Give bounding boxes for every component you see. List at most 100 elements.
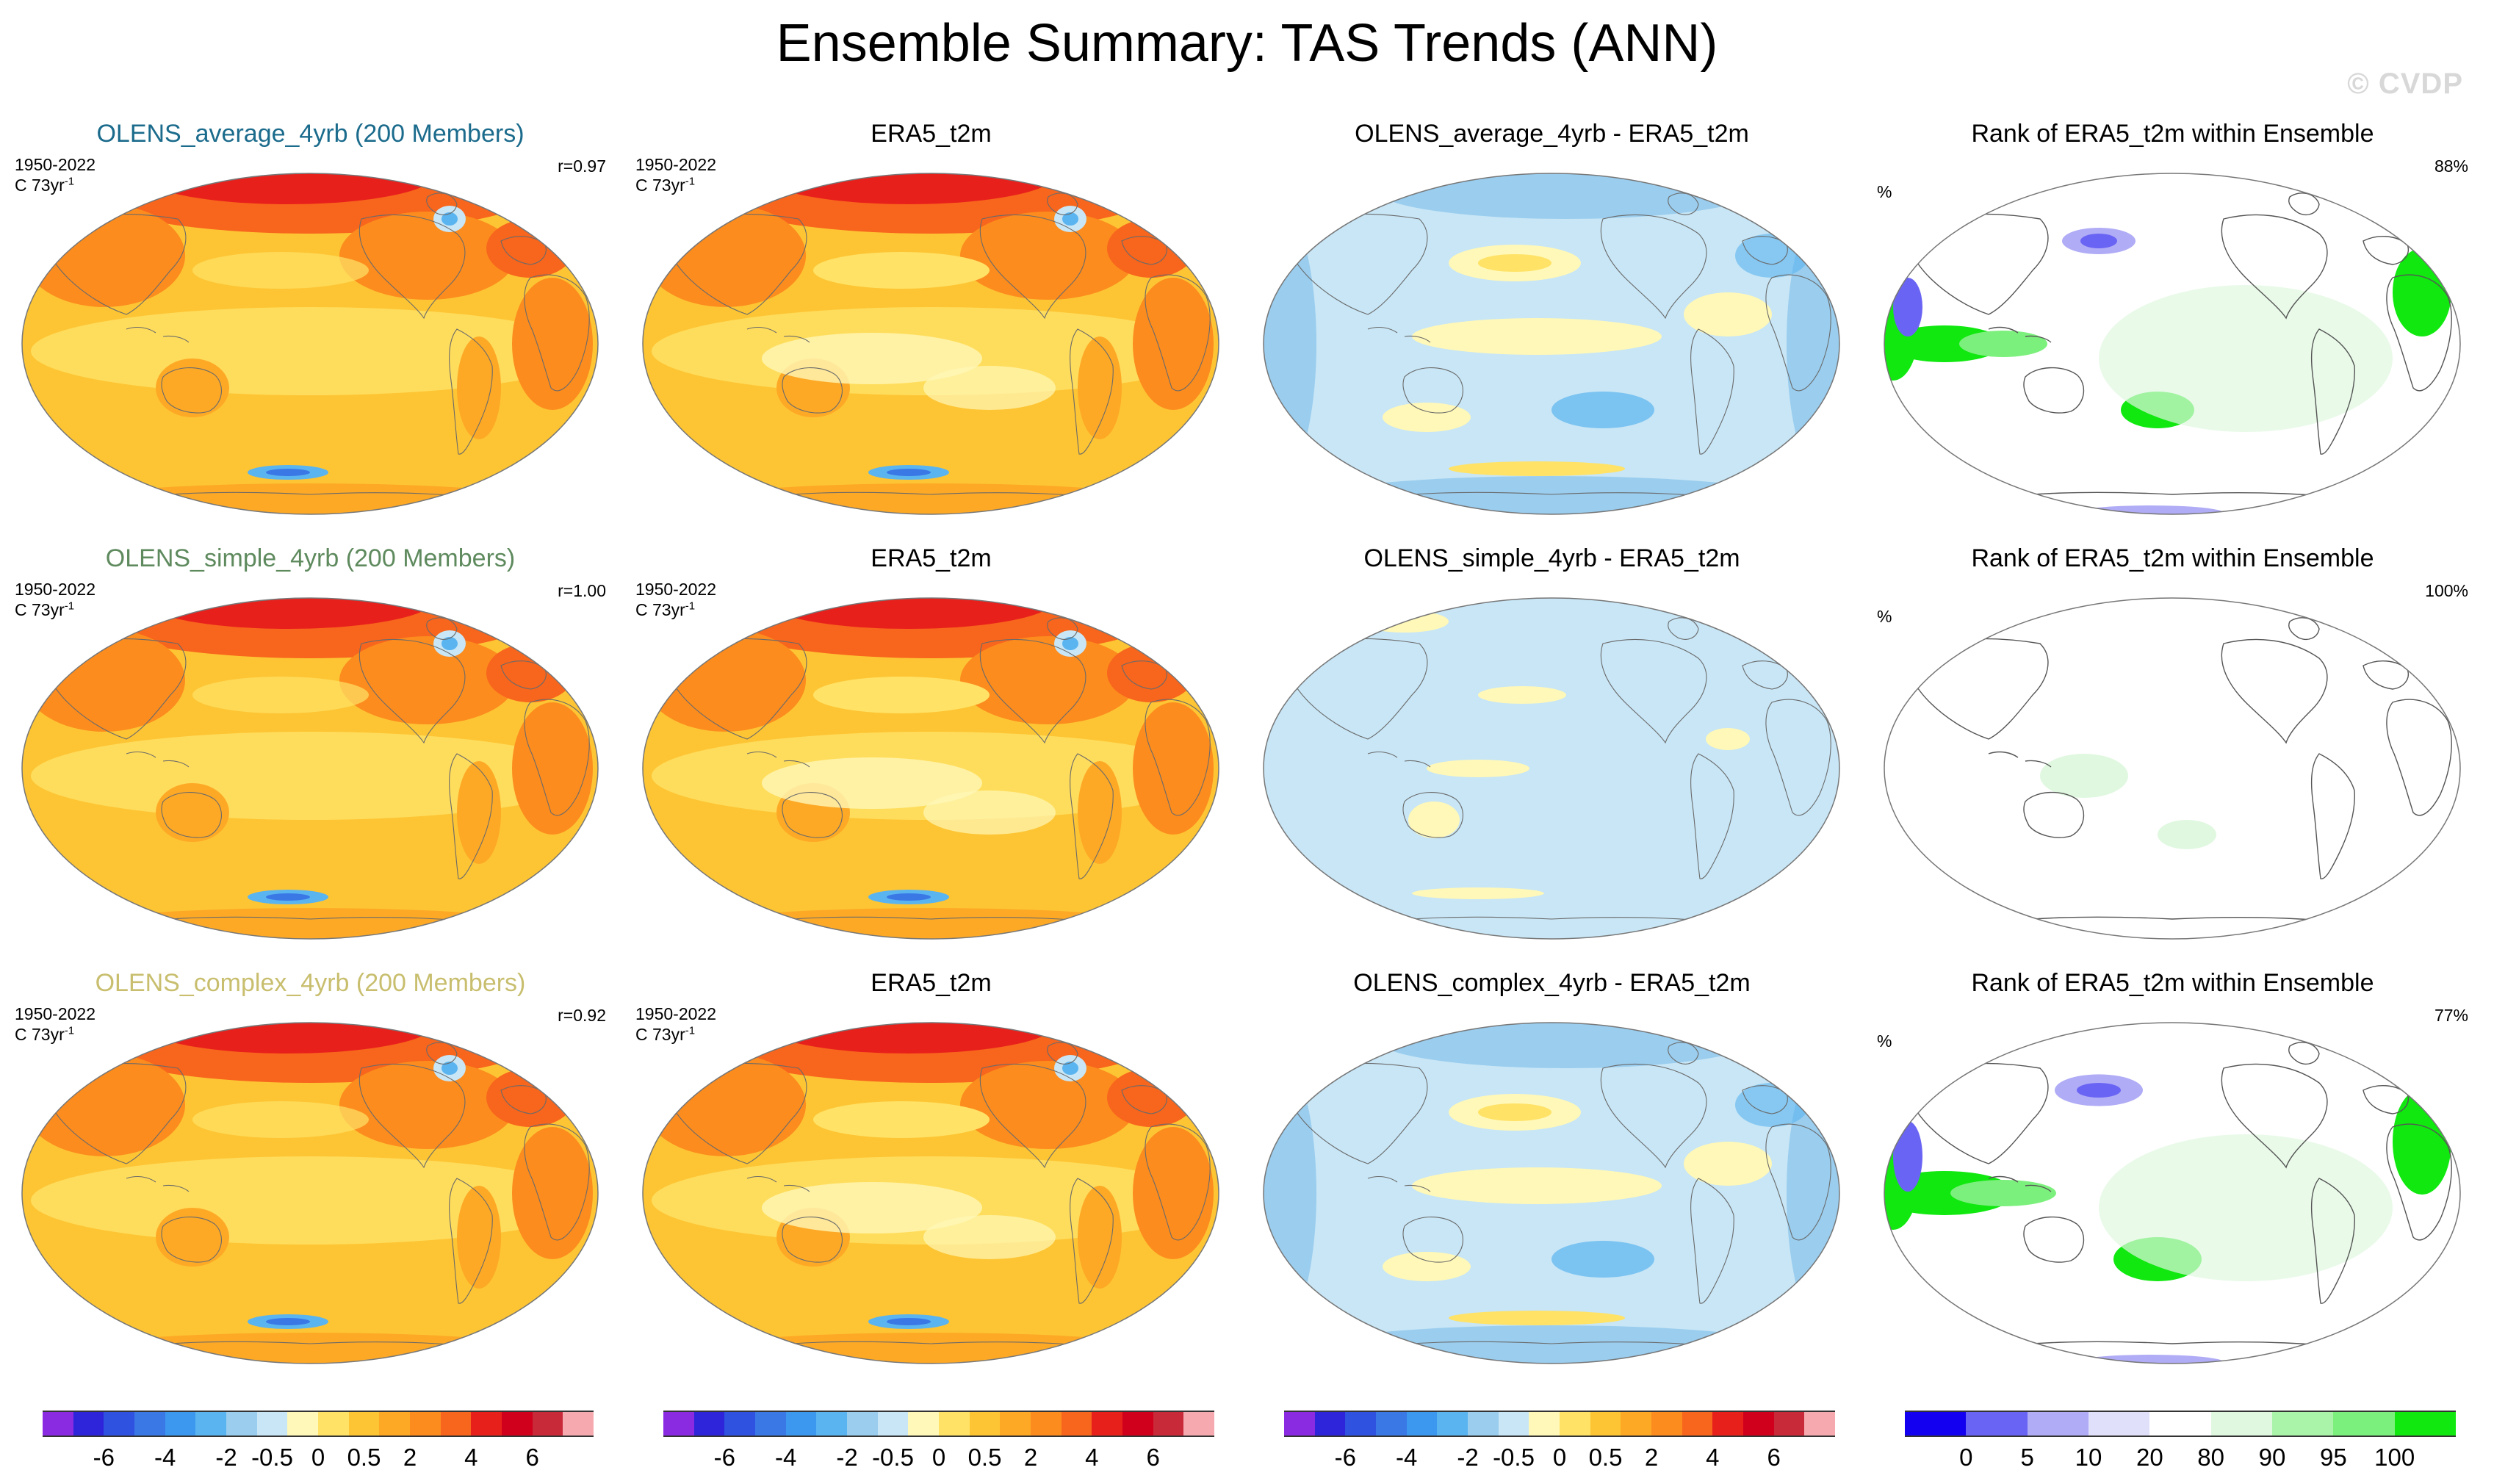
colorbar-tick-label: -6 — [1334, 1444, 1356, 1471]
colorbar-trend-2: -6 -4 -2 -0.5 0 0.5 2 4 6 — [663, 1411, 1236, 1484]
south-america-outline — [1690, 753, 1734, 879]
units-text: C 73yr — [635, 600, 685, 619]
rank-low-core — [2080, 234, 2117, 248]
arctic-core — [762, 173, 1056, 204]
map-border — [21, 173, 599, 515]
colorbar-swatch — [2149, 1411, 2212, 1437]
period-units-label: 1950-2022 C 73yr-1 — [635, 579, 716, 620]
map-model — [16, 1017, 619, 1384]
north-atlantic-cooling-core — [1062, 637, 1078, 650]
colorbar-swatch — [877, 1411, 909, 1437]
colorbar-swatch — [847, 1411, 879, 1437]
europe-outline — [1121, 660, 1167, 690]
colorbar-swatch — [1905, 1411, 1967, 1437]
indonesia-outline — [1367, 1175, 1431, 1192]
colorbar-swatch — [104, 1411, 135, 1437]
colorbar-tick-label: 4 — [1085, 1444, 1099, 1471]
europe-warming — [486, 644, 574, 702]
panel-title: Rank of ERA5_t2m within Ensemble — [1971, 120, 2374, 148]
southern-cooling — [1287, 1325, 1816, 1364]
north-pacific-warm-core — [1478, 1103, 1551, 1121]
map-border — [21, 597, 599, 940]
units-exponent: -1 — [685, 175, 696, 188]
north-america-outline — [358, 638, 466, 744]
colorbar-tick-label: 2 — [1644, 1444, 1659, 1471]
australia-warm-diff — [1408, 802, 1460, 838]
asia-outline — [1906, 638, 2049, 740]
colorbar-tick-label: -2 — [1457, 1444, 1479, 1471]
colorbar-swatch — [1061, 1411, 1092, 1437]
panel-r1-c1: OLENS_average_4yrb (200 Members) 1950-202… — [0, 118, 621, 529]
colorbar-swatch — [2088, 1411, 2150, 1437]
colorbar-swatch — [1529, 1411, 1560, 1437]
australia-outline — [782, 1217, 843, 1263]
map-svg — [21, 597, 599, 940]
colorbar-swatch — [226, 1411, 258, 1437]
colorbar-tick-label: 80 — [2197, 1444, 2225, 1471]
australia-outline — [2023, 367, 2085, 414]
map-border — [1884, 597, 2461, 940]
colorbar-swatch — [1712, 1411, 1744, 1437]
map-svg — [1263, 1022, 1840, 1364]
colorbar-swatch — [969, 1411, 1001, 1437]
panel-r2-c1: OLENS_simple_4yrb (200 Members) 1950-2022… — [0, 542, 621, 954]
indonesia-outline — [126, 751, 190, 768]
arctic-core — [141, 173, 435, 204]
units-exponent: -1 — [685, 1024, 696, 1037]
high-latitude-south — [643, 483, 1219, 514]
pacific-cold-tongue — [762, 757, 982, 809]
colorbar-tick-label: -2 — [836, 1444, 858, 1471]
australia-outline — [161, 1217, 222, 1263]
map-background — [1264, 598, 1839, 939]
colorbar-swatch — [134, 1411, 166, 1437]
africa-outline — [2386, 1123, 2452, 1241]
cvdp-watermark: © CVDP — [2347, 68, 2463, 100]
panel-r2-c2: ERA5_t2m 1950-2022 C 73yr-1 — [621, 542, 1241, 954]
north-pacific-band — [192, 677, 369, 713]
units-text: C 73yr — [635, 176, 685, 195]
map-svg — [1884, 597, 2461, 940]
colorbar-swatch — [502, 1411, 533, 1437]
rank-unit-label: % — [1877, 1031, 1892, 1051]
colorbar-swatch — [287, 1411, 319, 1437]
rank-low-core — [2077, 1083, 2121, 1098]
africa-outline — [524, 699, 590, 816]
colorbar-swatch — [1092, 1411, 1123, 1437]
colorbar-swatch — [1966, 1411, 2028, 1437]
colorbar-swatch — [755, 1411, 787, 1437]
colorbar-swatch — [1468, 1411, 1499, 1437]
europe-outline — [1121, 236, 1167, 265]
indonesia-outline — [1988, 1175, 2052, 1192]
colorbar-swatch — [43, 1411, 74, 1437]
colorbar-swatch — [195, 1411, 227, 1437]
colorbar-tick-label: 6 — [1146, 1444, 1160, 1471]
atlantic-warm-diff — [1706, 728, 1750, 750]
north-america-outline — [1600, 214, 1707, 320]
ocean-warming-band — [31, 1156, 589, 1245]
high-latitude-south — [22, 483, 598, 514]
north-pacific-band — [192, 252, 369, 289]
units-exponent: -1 — [64, 175, 75, 188]
colorbar-swatch — [1621, 1411, 1652, 1437]
colorbar-tick-label: -2 — [215, 1444, 237, 1471]
high-latitude-south — [643, 1333, 1219, 1364]
south-america-outline — [449, 328, 493, 455]
australia-outline — [161, 792, 222, 838]
units-label: C 73yr-1 — [15, 175, 95, 195]
period-label: 1950-2022 — [635, 155, 716, 174]
colorbar-swatch — [1345, 1411, 1377, 1437]
indonesia-outline — [126, 326, 190, 343]
south-pacific-cool-core — [1551, 1241, 1654, 1278]
indonesia-outline — [1988, 751, 2052, 768]
arctic-core — [141, 598, 435, 629]
colorbar-tick-label: -0.5 — [1493, 1444, 1535, 1471]
europe-outline — [2363, 1084, 2409, 1114]
units-exponent: -1 — [685, 599, 696, 613]
southern-ocean-warm-band — [1412, 887, 1544, 899]
map-svg — [642, 1022, 1219, 1364]
colorbar-swatch — [1376, 1411, 1408, 1437]
panel-title: OLENS_average_4yrb (200 Members) — [96, 120, 525, 148]
map-border — [21, 1022, 599, 1364]
indonesia-outline — [746, 751, 810, 768]
colorbar-swatch — [1498, 1411, 1529, 1437]
